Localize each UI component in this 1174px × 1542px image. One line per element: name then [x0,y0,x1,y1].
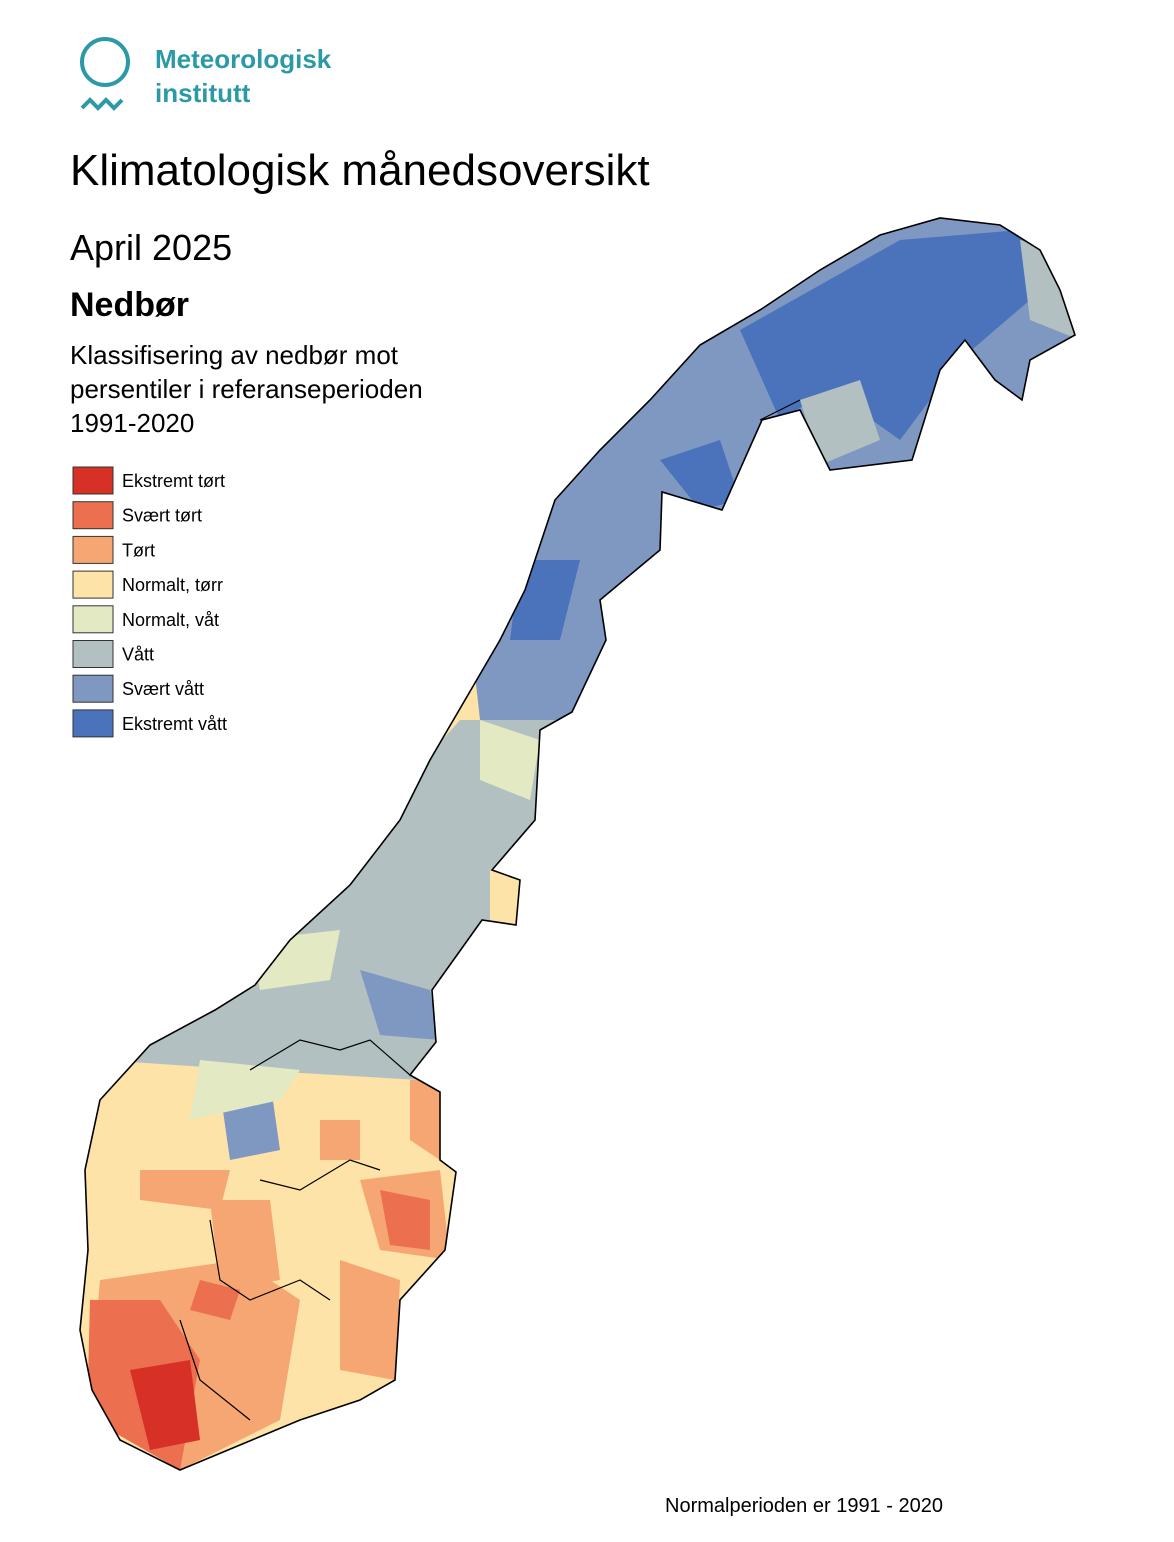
map-region [140,1170,230,1210]
legend-swatch [72,535,114,564]
legend-label: Ekstremt vått [122,714,227,734]
legend-swatch [72,570,114,599]
map-region [190,1060,300,1120]
legend-swatch [72,640,114,668]
logo-text: Meteorologisk [155,44,332,74]
map-region [130,1360,200,1450]
map-region [800,380,880,465]
description: persentiler i referanseperioden [70,374,423,404]
logo-circle [80,37,130,87]
map-region [490,870,525,925]
footer-note: Normalperioden er 1991 - 2020 [665,1495,943,1517]
map-region [320,1120,360,1160]
map-region [380,1190,430,1250]
legend-label: Tørt [122,540,155,560]
map-region [360,970,440,1040]
map-region [190,1280,240,1320]
legend-swatch [72,709,114,738]
element: Nedbør [70,286,189,324]
map-region [480,720,540,800]
legend-swatch [72,501,114,530]
period: April 2025 [70,227,232,268]
legend-swatch [72,674,114,703]
county-borders [179,399,801,1421]
legend-swatch [72,605,114,634]
logo: Meteorologisk institutt [80,37,332,111]
logo-wave [80,97,124,111]
map-region [740,230,1030,440]
legend-label: Normalt, tørr [122,575,223,595]
legend-label: Svært tørt [122,506,202,526]
title: Klimatologisk månedsoversikt [70,146,650,195]
description: Klassifisering av nedbør mot [70,340,399,370]
legend-label: Normalt, våt [122,610,219,630]
legend-label: Vått [122,645,154,665]
legend-swatch [72,466,114,495]
map-region [660,440,740,510]
map-region [340,1260,400,1380]
legend-label: Ekstremt tørt [122,471,225,491]
legend-label: Svært vått [122,679,204,699]
legend: Ekstremt tørt Svært tørt Tørt Normalt, tørr… [72,466,227,738]
logo-text: institutt [155,78,251,108]
map-region [410,1080,440,1160]
description: 1991-2020 [70,408,194,438]
